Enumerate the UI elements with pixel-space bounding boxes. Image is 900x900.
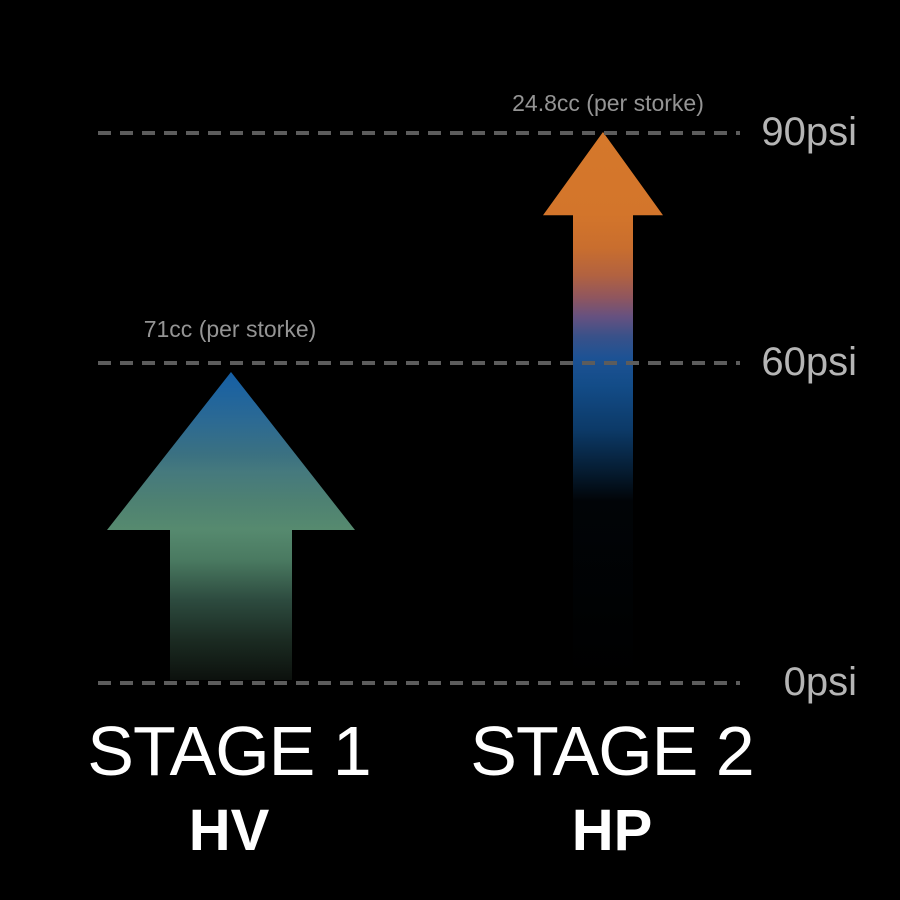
axis-label-0psi: 0psi	[783, 660, 857, 704]
stage1-arrow	[107, 372, 355, 680]
axis-label-90psi: 90psi	[761, 110, 857, 154]
stage1-subtitle: HV	[188, 798, 270, 863]
stage2-arrow	[543, 132, 663, 683]
gridline-90psi	[98, 131, 740, 135]
stage1-volume-annotation: 71cc (per storke)	[143, 316, 317, 342]
stage1-label-group: STAGE 1 HV	[19, 716, 439, 860]
stage2-subtitle: HP	[571, 798, 653, 863]
gridline-0psi	[98, 681, 740, 685]
stage2-title: STAGE 2	[470, 712, 754, 790]
axis-label-60psi: 60psi	[761, 340, 857, 384]
gridline-60psi	[98, 361, 740, 365]
stage2-volume-annotation: 24.8cc (per storke)	[512, 90, 704, 116]
stage2-label-group: STAGE 2 HP	[402, 716, 822, 860]
stage1-title: STAGE 1	[87, 712, 371, 790]
